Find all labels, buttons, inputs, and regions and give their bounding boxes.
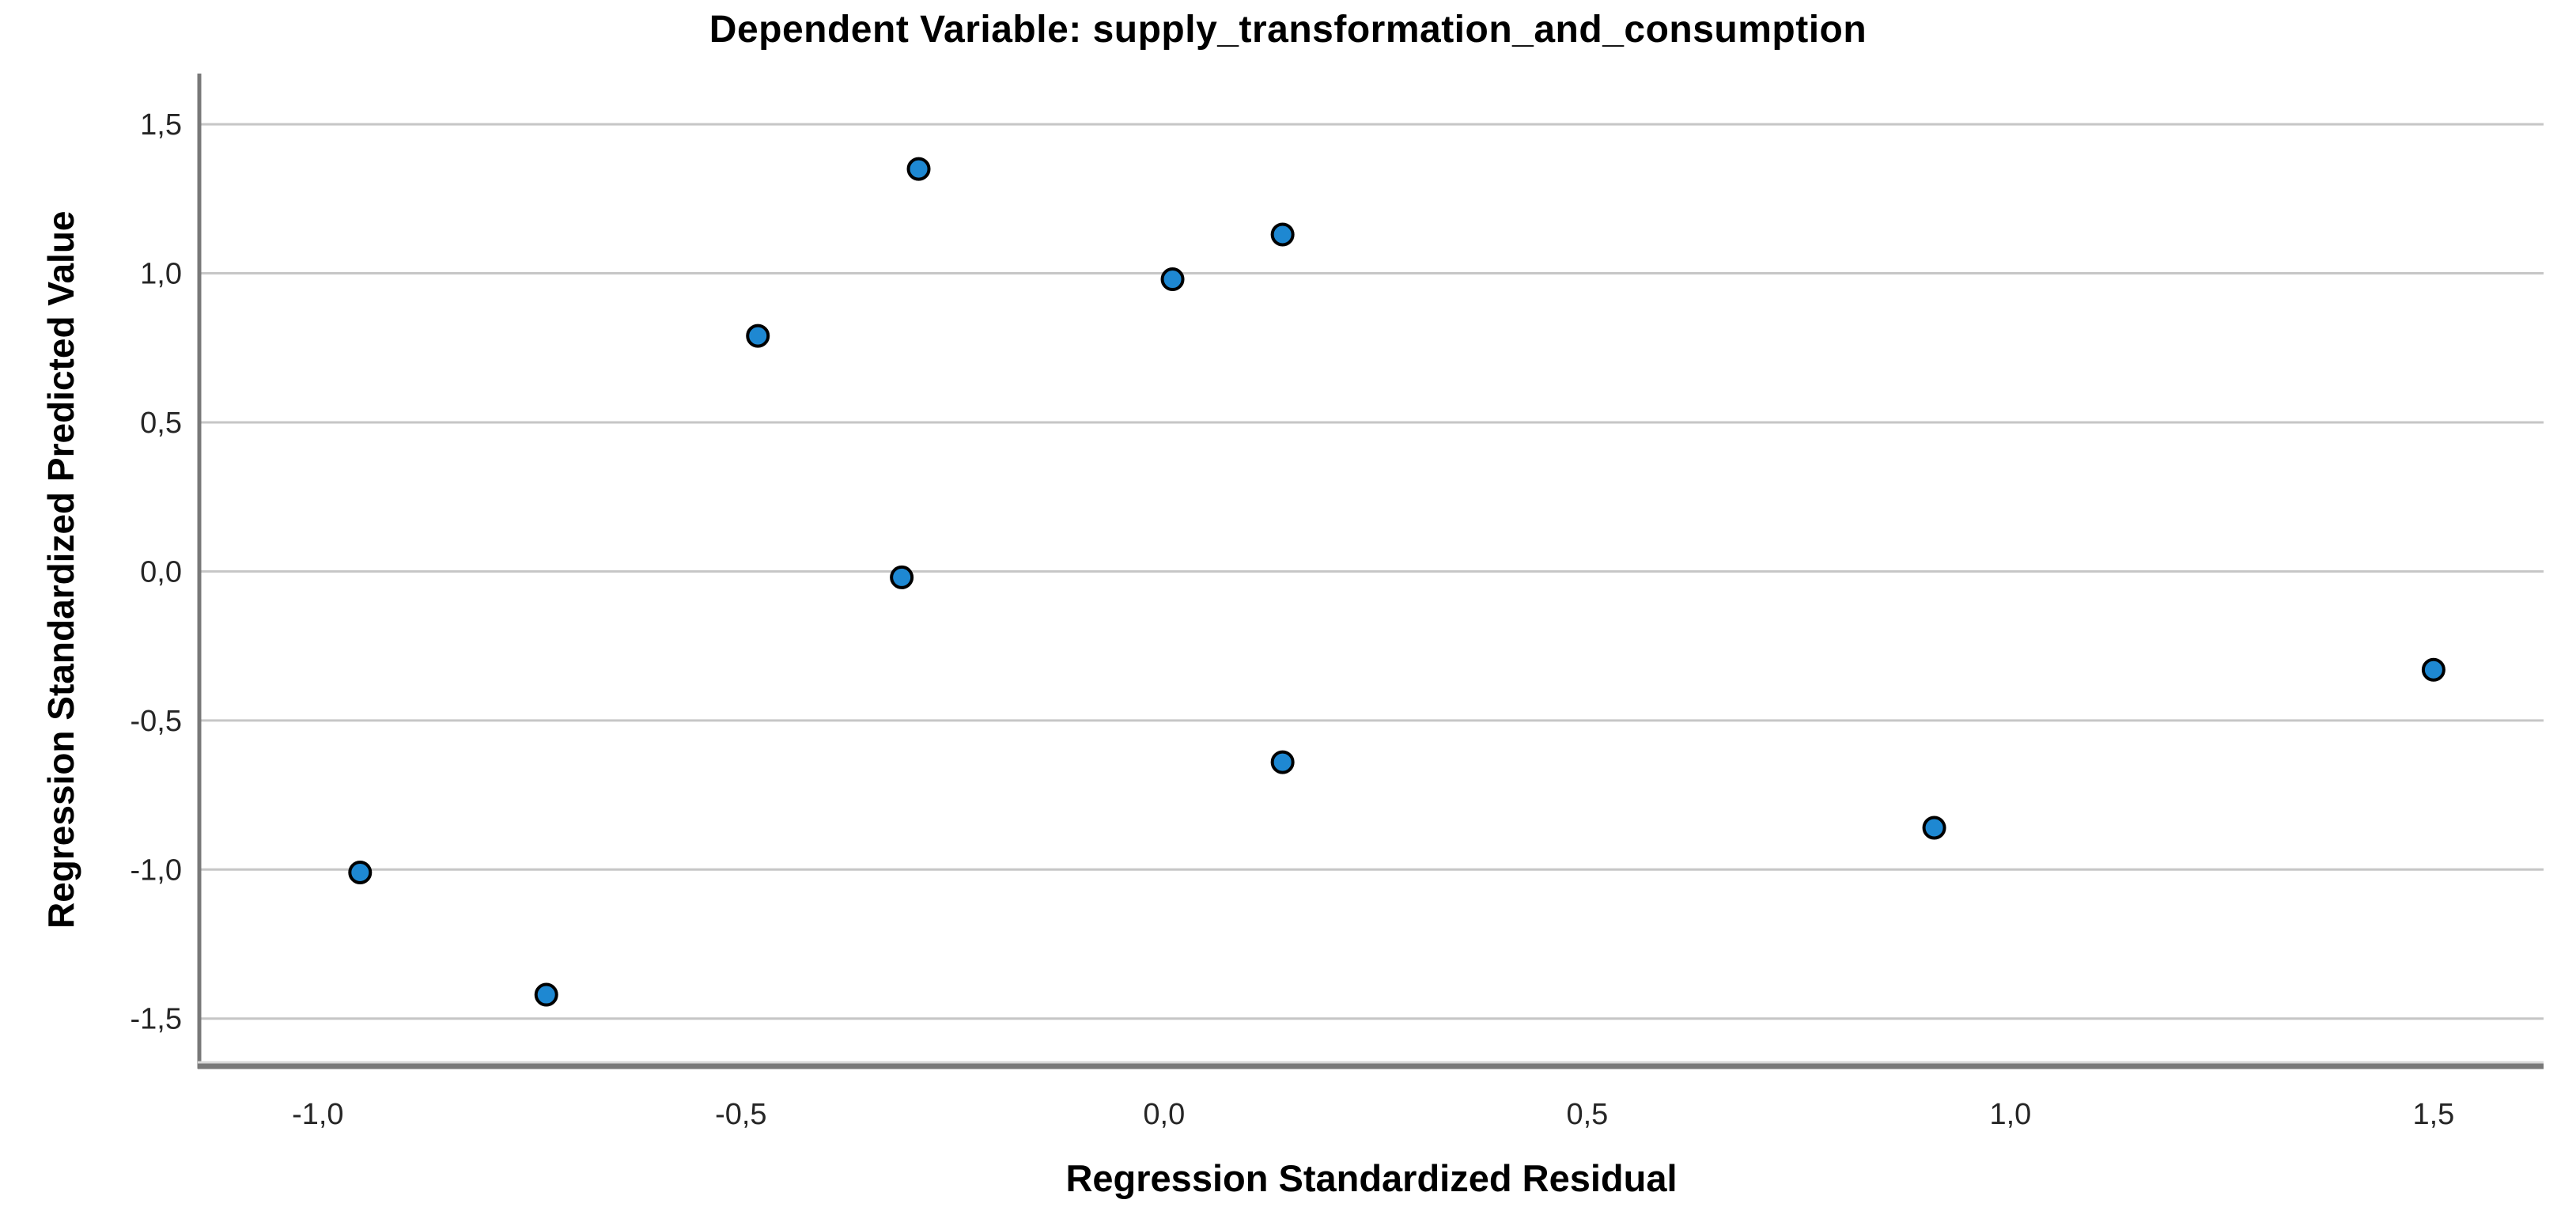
x-tick-label: 0,0 <box>1143 1098 1185 1131</box>
y-tick-label: -0,5 <box>131 705 182 738</box>
x-tick-label: 1,5 <box>2412 1098 2454 1131</box>
y-tick-label: 0,5 <box>140 407 182 440</box>
y-tick-label: 1,0 <box>140 258 182 291</box>
x-axis-title: Regression Standardized Residual <box>1065 1157 1678 1199</box>
data-point <box>1922 816 1946 840</box>
data-point <box>534 982 558 1007</box>
data-point <box>906 157 931 181</box>
y-tick-label: -1,5 <box>131 1003 182 1036</box>
y-tick-label: -1,0 <box>131 853 182 887</box>
data-point <box>890 565 914 589</box>
y-tick-label: 1,5 <box>140 108 182 142</box>
x-tick-label: 1,0 <box>1989 1098 2031 1131</box>
data-point <box>1160 267 1185 292</box>
y-tick-label: 0,0 <box>140 555 182 589</box>
x-tick-label: -1,0 <box>292 1098 343 1131</box>
data-point <box>1270 750 1295 774</box>
data-point <box>1270 222 1295 247</box>
data-point <box>348 861 373 885</box>
x-tick-label: -0,5 <box>715 1098 766 1131</box>
data-point <box>2421 657 2445 682</box>
data-point <box>746 324 770 348</box>
x-tick-label: 0,5 <box>1566 1098 1608 1131</box>
chart-title: Dependent Variable: supply_transformatio… <box>709 9 1867 51</box>
